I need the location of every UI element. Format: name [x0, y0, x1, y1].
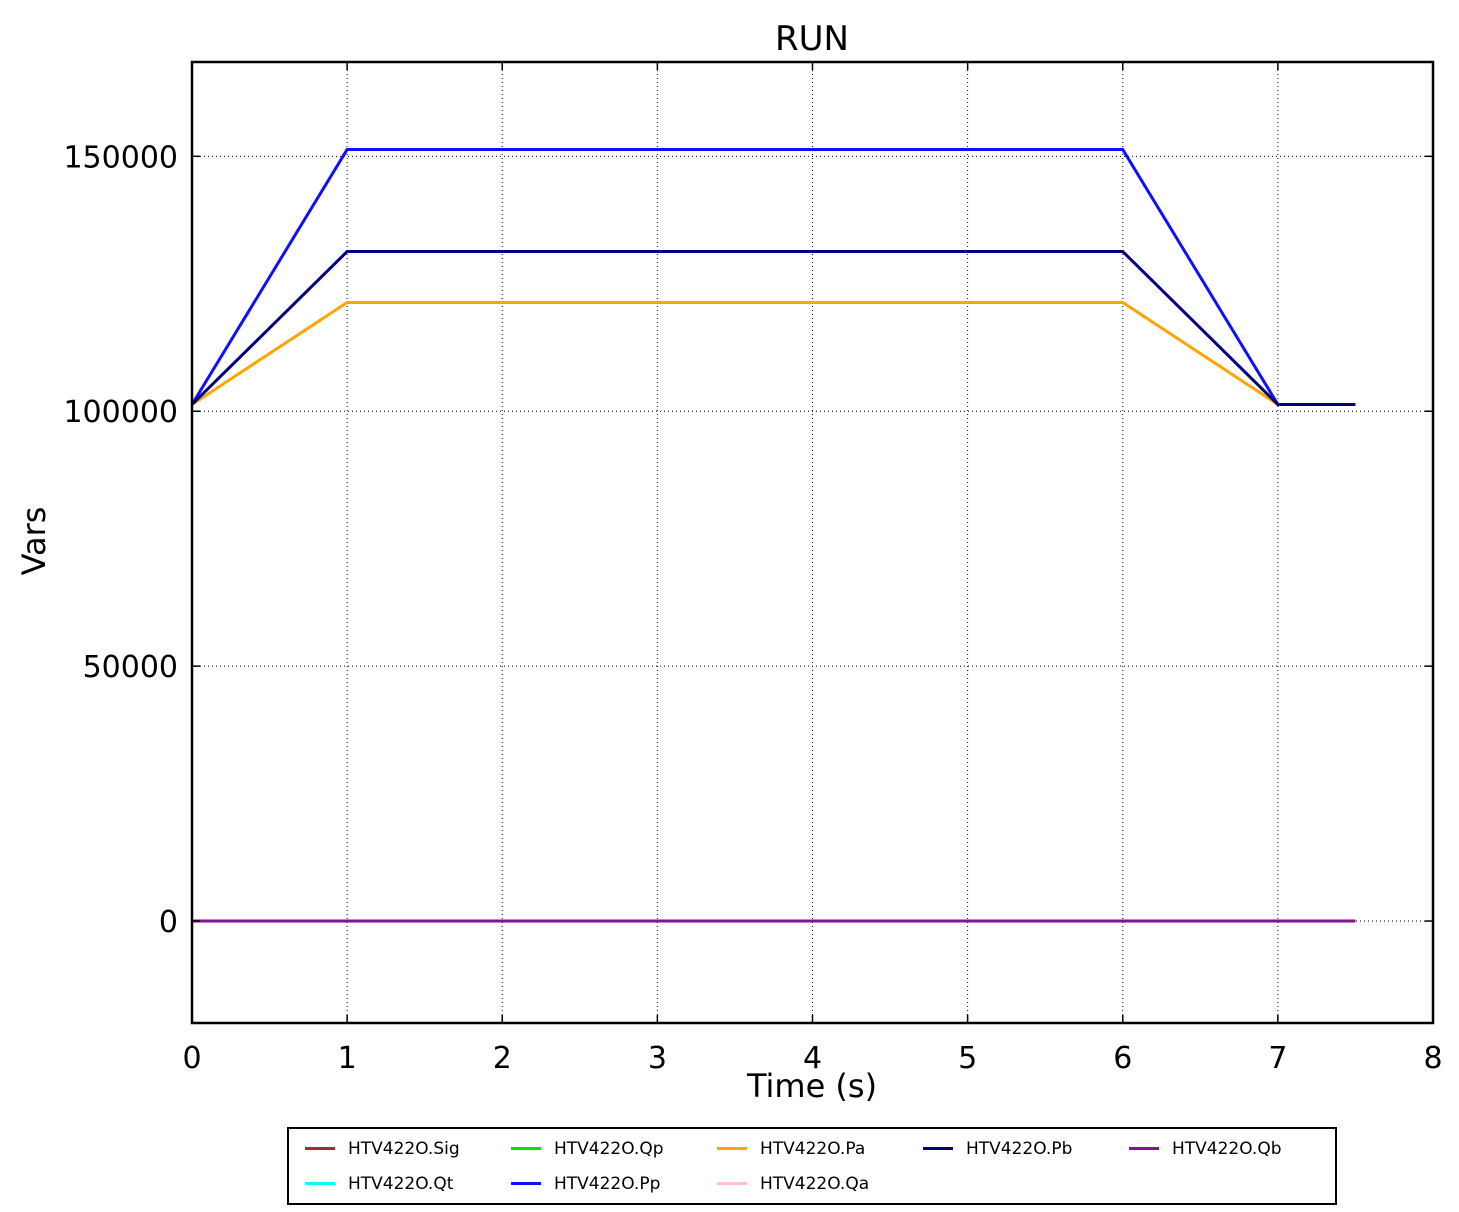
legend-swatch	[717, 1182, 747, 1185]
legend-item-label: HTV422O.Pa	[760, 1138, 866, 1159]
chart-title: RUN	[775, 19, 849, 59]
x-tick-label: 1	[338, 1041, 357, 1076]
x-tick-label: 8	[1423, 1041, 1442, 1076]
legend-item-label: HTV422O.Pb	[966, 1138, 1073, 1159]
x-tick-label: 4	[803, 1041, 822, 1076]
series-line-htv422o-pa	[191, 301, 1356, 406]
legend-swatch	[511, 1182, 541, 1185]
x-axis-label: Time (s)	[746, 1067, 877, 1105]
legend-swatch	[923, 1147, 953, 1150]
legend-item-label: HTV422O.Qp	[554, 1138, 664, 1159]
x-tick-label: 3	[648, 1041, 667, 1076]
legend-item: HTV422O.Sig	[305, 1131, 511, 1166]
legend-swatch	[305, 1147, 335, 1150]
series-line-htv422o-pb	[190, 250, 1356, 406]
legend-swatch	[717, 1147, 747, 1150]
legend-item: HTV422O.Qp	[511, 1131, 717, 1166]
legend-item: HTV422O.Pp	[511, 1166, 717, 1201]
x-tick-label: 5	[958, 1041, 977, 1076]
series-line-htv422o-pp	[190, 148, 1356, 406]
y-tick-label: 150000	[63, 140, 178, 175]
grid-lines	[192, 62, 1433, 1023]
tick-labels: 0 1 2 3 4 5 6 7 8 0 50000 100000 150000	[63, 140, 1442, 1076]
legend-swatch	[305, 1182, 335, 1185]
y-tick-label: 0	[159, 905, 178, 940]
series-lines	[190, 148, 1356, 923]
legend-item: HTV422O.Qb	[1129, 1131, 1335, 1166]
legend-swatch	[1129, 1147, 1159, 1150]
legend-item: HTV422O.Pa	[717, 1131, 923, 1166]
legend-item: HTV422O.Pb	[923, 1131, 1129, 1166]
y-tick-label: 50000	[83, 650, 178, 685]
y-tick-label: 100000	[63, 395, 178, 430]
x-tick-label: 2	[493, 1041, 512, 1076]
legend: HTV422O.Sig HTV422O.Qt HTV422O.Qp HTV422O.P…	[287, 1127, 1337, 1205]
x-tick-label: 6	[1113, 1041, 1132, 1076]
legend-item: HTV422O.Qt	[305, 1166, 511, 1201]
legend-item-label: HTV422O.Sig	[348, 1138, 460, 1159]
legend-item-label: HTV422O.Pp	[554, 1173, 661, 1194]
y-axis-label: Vars	[15, 507, 53, 576]
legend-item-label: HTV422O.Qb	[1172, 1138, 1282, 1159]
legend-item: HTV422O.Qa	[717, 1166, 923, 1201]
x-tick-label: 0	[182, 1041, 201, 1076]
axis-ticks	[191, 62, 1434, 1023]
legend-swatch	[511, 1147, 541, 1150]
legend-item-label: HTV422O.Qa	[760, 1173, 870, 1194]
legend-item-label: HTV422O.Qt	[348, 1173, 454, 1194]
x-tick-label: 7	[1268, 1041, 1287, 1076]
